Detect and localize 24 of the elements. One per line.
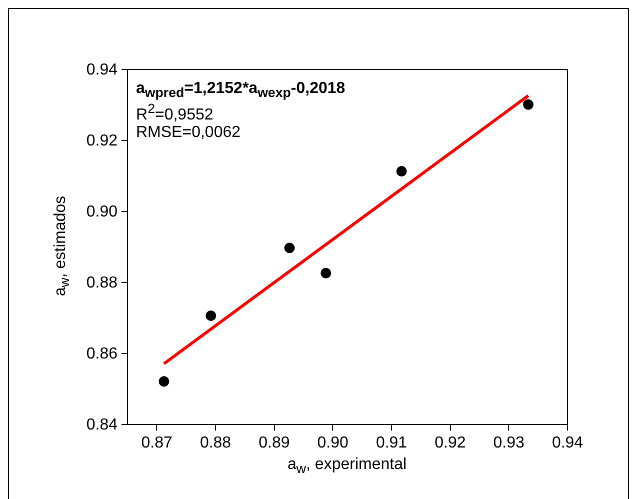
- annotation: RMSE=0,0062: [136, 124, 242, 143]
- x-tick-label: 0.93: [493, 434, 525, 452]
- y-tick-label: 0.90: [86, 204, 118, 220]
- annotation: R$^{2}$=0,9552: [136, 100, 214, 124]
- y-tick-label: 0.92: [86, 132, 118, 150]
- x-tick-label: 0.91: [376, 434, 408, 452]
- point: [284, 242, 295, 254]
- x-tick-label: 0.88: [200, 434, 232, 452]
- y-tick-label: 0.94: [86, 62, 118, 78]
- x-tick-label: 0.89: [258, 434, 290, 452]
- x-axis-title: a$_{w}$, experimental: [287, 456, 407, 476]
- y-tick-label: 0.84: [86, 416, 118, 434]
- x-tick-label: 0.92: [434, 434, 466, 452]
- x-tick-label: 0.90: [317, 434, 349, 452]
- annotation: a$_{wpred}$=1,2152*a$_{wexp}$-0,2018: [136, 80, 346, 100]
- x-tick-label: 0.94: [552, 434, 584, 452]
- point: [396, 166, 407, 176]
- y-tick-label: 0.86: [86, 346, 118, 362]
- point: [206, 310, 216, 321]
- x-tick-label: 0.87: [141, 434, 173, 452]
- point: [523, 99, 534, 110]
- point: [158, 376, 170, 387]
- point: [320, 268, 332, 278]
- y-tick-label: 0.88: [86, 274, 118, 292]
